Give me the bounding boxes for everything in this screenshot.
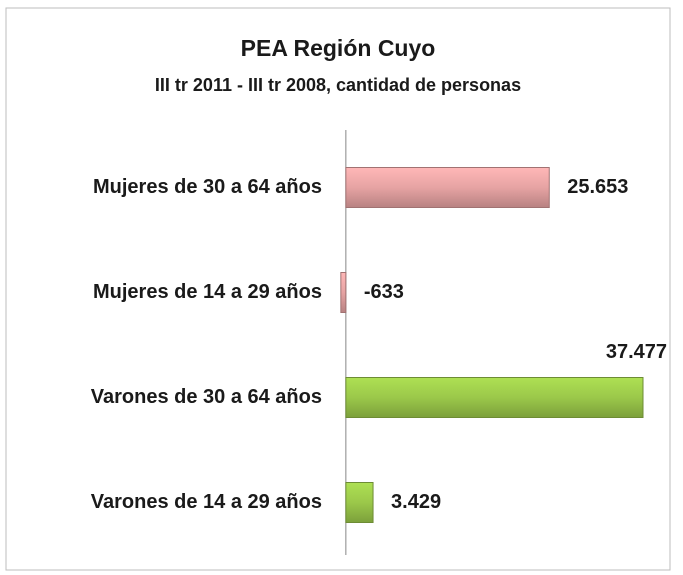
bar bbox=[340, 272, 347, 313]
chart-title: PEA Región Cuyo bbox=[241, 35, 436, 61]
value-label: 25.653 bbox=[567, 176, 628, 198]
chart-subtitle: III tr 2011 - III tr 2008, cantidad de p… bbox=[155, 75, 521, 95]
value-label: 37.477 bbox=[606, 341, 667, 363]
y-tick-label: Varones de 30 a 64 años bbox=[91, 386, 322, 408]
chart-frame bbox=[5, 7, 671, 571]
bar bbox=[345, 482, 374, 523]
value-label: 3.429 bbox=[391, 491, 441, 513]
y-tick-label: Mujeres de 14 a 29 años bbox=[93, 281, 322, 303]
bar bbox=[345, 167, 550, 208]
y-tick-label: Varones de 14 a 29 años bbox=[91, 491, 322, 513]
value-label: -633 bbox=[364, 281, 404, 303]
bar bbox=[345, 377, 644, 418]
y-tick-label: Mujeres de 30 a 64 años bbox=[93, 176, 322, 198]
